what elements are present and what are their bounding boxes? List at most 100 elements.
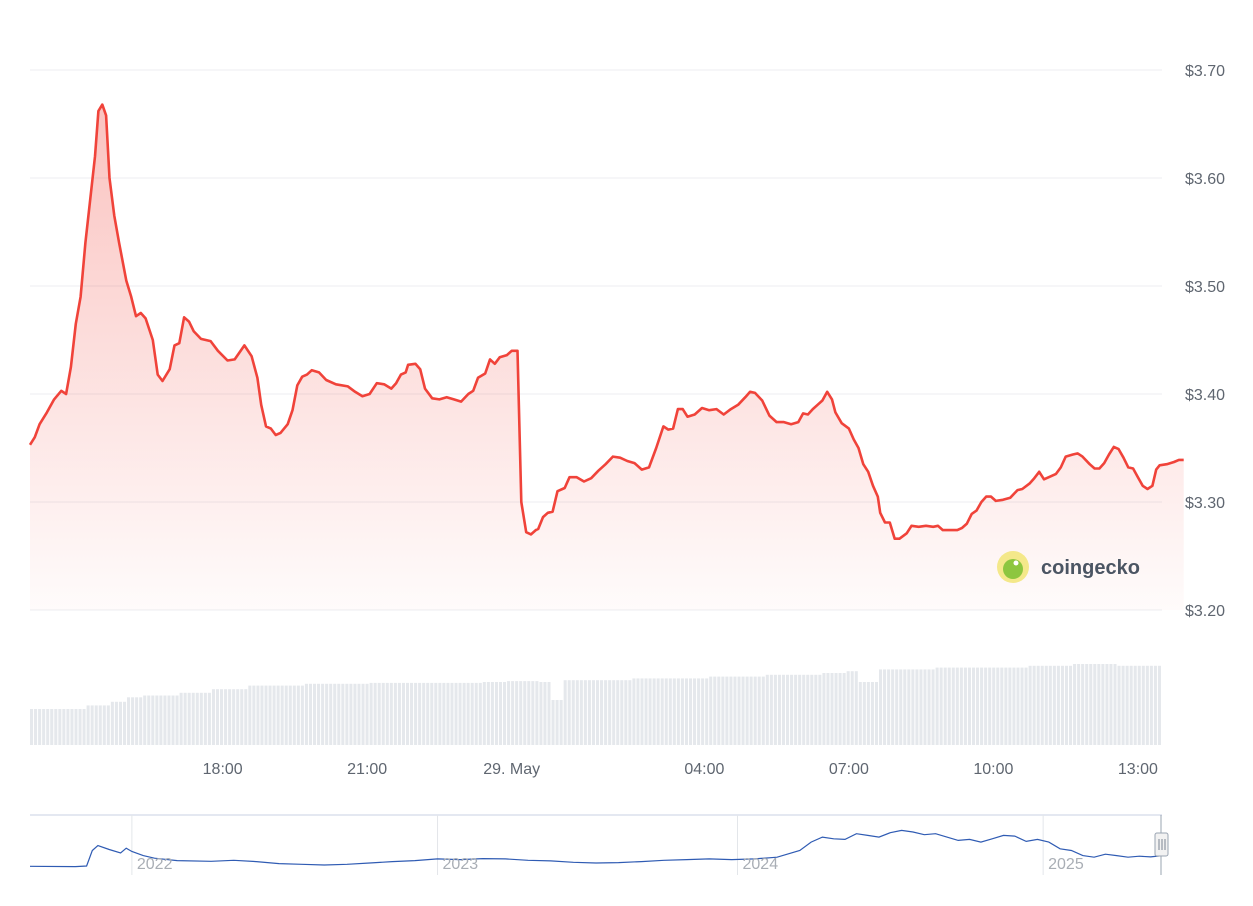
volume-bar — [82, 709, 86, 745]
volume-bar — [1109, 664, 1113, 745]
volume-bar — [296, 685, 300, 745]
volume-bar — [300, 685, 304, 745]
volume-bar — [907, 669, 911, 745]
navigator[interactable]: 2022 2023 2024 2025 — [29, 814, 1169, 875]
volume-bar — [191, 692, 195, 745]
volume-bar — [175, 695, 179, 745]
volume-bar — [802, 674, 806, 745]
volume-bar — [313, 683, 317, 745]
volume-bar — [1004, 667, 1008, 745]
volume-bar — [895, 669, 899, 745]
volume-bar — [228, 689, 232, 745]
volume-bar — [693, 678, 697, 745]
y-tick-label: $3.20 — [1185, 603, 1225, 620]
volume-bar — [38, 709, 42, 745]
volume-bar — [244, 689, 248, 745]
navigator-tick-label: 2022 — [137, 856, 173, 873]
volume-bar — [1064, 665, 1069, 745]
volume-bar — [777, 674, 781, 745]
volume-bar — [272, 685, 276, 745]
volume-bar — [1133, 665, 1137, 745]
volume-bar — [984, 667, 988, 745]
volume-bar — [676, 678, 680, 745]
gecko-icon-head — [1003, 559, 1023, 579]
volume-bar — [345, 683, 349, 745]
volume-bar — [199, 692, 203, 745]
volume-bar — [729, 676, 733, 745]
volume-bar — [422, 682, 426, 745]
volume-bar — [701, 678, 705, 745]
volume-bar — [1020, 667, 1024, 745]
volume-bar — [830, 673, 834, 745]
volume-bar — [446, 682, 450, 745]
volume-bar — [78, 709, 82, 745]
volume-bar — [697, 678, 701, 745]
price-line — [28, 103, 1184, 540]
volume-bar — [106, 705, 110, 745]
volume-bar — [903, 669, 907, 745]
volume-bar — [434, 682, 438, 745]
volume-bar — [321, 683, 325, 745]
y-tick-label: $3.30 — [1185, 495, 1225, 512]
volume-bar — [765, 674, 769, 745]
volume-bar — [1145, 665, 1149, 745]
volume-bar — [1149, 665, 1153, 745]
volume-bar — [458, 682, 462, 745]
volume-bar — [567, 680, 571, 745]
volume-bar — [317, 683, 321, 745]
volume-bar — [494, 682, 498, 745]
volume-bar — [220, 689, 224, 745]
volume-bar — [1036, 665, 1040, 745]
volume-bar — [713, 676, 717, 745]
volume-bar — [1040, 665, 1044, 745]
volume-bar — [478, 682, 482, 745]
volume-bar — [486, 682, 490, 745]
volume-bar — [1016, 667, 1020, 745]
volume-bar — [559, 700, 563, 745]
volume-bar — [749, 676, 753, 745]
volume-bar — [159, 695, 163, 745]
volume-bar — [826, 673, 830, 745]
volume-bar — [555, 700, 559, 745]
volume-bar — [818, 674, 822, 745]
navigator-handle[interactable] — [1154, 832, 1169, 857]
volume-bar — [498, 682, 503, 745]
x-tick-label: 18:00 — [203, 761, 243, 778]
volume-bar — [976, 667, 980, 745]
volume-bar — [511, 681, 515, 745]
volume-bar — [183, 692, 187, 745]
volume-bar — [1008, 667, 1012, 745]
volume-bar — [814, 674, 818, 745]
y-tick-label: $3.70 — [1185, 63, 1225, 80]
volume-bar — [935, 667, 939, 745]
volume-bar — [143, 695, 147, 745]
volume-bar — [1125, 665, 1129, 745]
volume-bar — [377, 682, 381, 745]
volume-bar — [608, 680, 612, 745]
volume-bar — [167, 695, 171, 745]
volume-bar — [1081, 664, 1085, 745]
volume-bar — [741, 676, 745, 745]
x-tick-label: 07:00 — [829, 761, 869, 778]
volume-bar — [773, 674, 777, 745]
volume-bar — [870, 682, 874, 745]
volume-bar — [357, 683, 361, 745]
volume-bar — [915, 669, 919, 745]
volume-bar — [1000, 667, 1004, 745]
volume-bar — [365, 683, 369, 745]
volume-bar — [988, 667, 992, 745]
volume-bar — [1153, 665, 1157, 745]
volume-bar — [672, 678, 676, 745]
volume-bar — [959, 667, 963, 745]
volume-bar — [74, 709, 78, 745]
volume-bar — [470, 682, 474, 745]
y-tick-label: $3.50 — [1185, 279, 1225, 296]
volume-bar — [361, 683, 365, 745]
volume-bar — [656, 678, 660, 745]
x-tick-label: 10:00 — [973, 761, 1013, 778]
volume-bar — [838, 673, 842, 745]
volume-bar — [955, 667, 959, 745]
volume-bars — [30, 664, 1161, 745]
volume-bar — [575, 680, 579, 745]
